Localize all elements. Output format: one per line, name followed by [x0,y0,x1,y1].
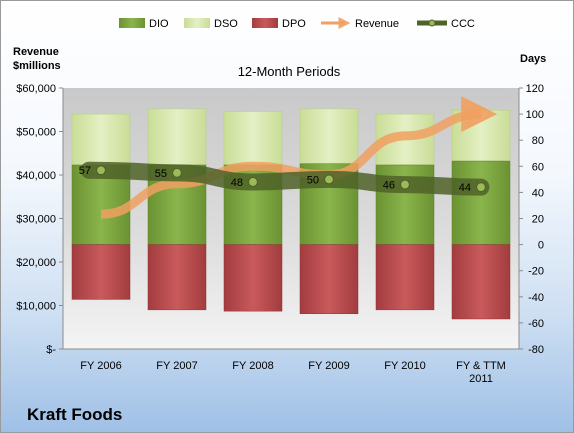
legend-ccc-marker [428,19,436,27]
right-tick-label: -20 [528,266,544,278]
ccc-data-label: 44 [459,182,471,194]
ccc-marker [95,165,107,176]
ccc-data-label: 57 [79,165,91,177]
bar-dpo [375,244,435,311]
ccc-marker [399,179,411,190]
category-label: FY 2010 [384,360,425,372]
bar-dso [223,111,283,166]
left-tick-label: $30,000 [16,214,56,226]
right-tick-label: 100 [526,109,544,121]
plot-area [63,88,519,349]
ccc-marker [475,182,487,193]
category-label: FY 2007 [156,360,197,372]
bar-dso [299,108,359,164]
left-tick-label: $20,000 [16,257,56,269]
ccc-marker [323,174,335,185]
left-tick-label: $10,000 [16,301,56,313]
right-tick-label: 0 [538,240,544,252]
legend-dio-swatch [119,18,145,28]
bar-dpo [451,244,511,320]
right-tick-label: 120 [526,83,544,95]
right-tick-label: 60 [532,161,544,173]
left-tick-label: $- [46,344,56,356]
bar-dio [451,160,511,245]
category-label: FY 2008 [232,360,273,372]
category-label: FY 2009 [308,360,349,372]
bar-dpo [71,244,131,300]
chart-title: 12-Month Periods [238,64,341,79]
bar-dpo [299,244,359,315]
right-tick-label: 80 [532,135,544,147]
ccc-data-label: 50 [307,174,319,186]
bar-dso [71,113,131,166]
ccc-data-label: 55 [155,168,167,180]
right-tick-label: 40 [532,187,544,199]
right-tick-label: 20 [532,214,544,226]
right-tick-label: -40 [528,292,544,304]
company-name: Kraft Foods [27,405,123,424]
right-axis-title: Days [520,53,546,65]
ccc-marker [247,176,259,188]
legend-dpo-label: DPO [282,18,306,30]
legend-ccc-label: CCC [451,18,475,30]
left-axis-title-line1: Revenue [13,46,59,58]
category-label: 2011 [469,373,493,385]
category-label: FY 2006 [80,360,121,372]
category-label: FY & TTM [456,360,506,372]
revenue-line [100,96,498,219]
legend-dio-label: DIO [149,18,169,30]
right-tick-label: -80 [528,344,544,356]
legend: DIO DSO DPO Revenue CCC [119,17,475,30]
left-tick-label: $50,000 [16,127,56,139]
bar-dso [147,108,207,166]
bar-dpo [147,244,207,311]
ccc-data-label: 48 [231,177,243,189]
left-tick-label: $60,000 [16,83,56,95]
ccc-data-label: 46 [383,180,395,192]
left-axis-title-line2: $millions [13,60,61,72]
legend-dpo-swatch [252,18,278,28]
bar-dpo [223,244,283,312]
legend-dso-label: DSO [214,18,238,30]
right-tick-label: -60 [528,318,544,330]
ccc-marker [171,167,183,178]
legend-dso-swatch [184,18,210,28]
left-tick-label: $40,000 [16,170,56,182]
legend-revenue-label: Revenue [355,18,399,30]
